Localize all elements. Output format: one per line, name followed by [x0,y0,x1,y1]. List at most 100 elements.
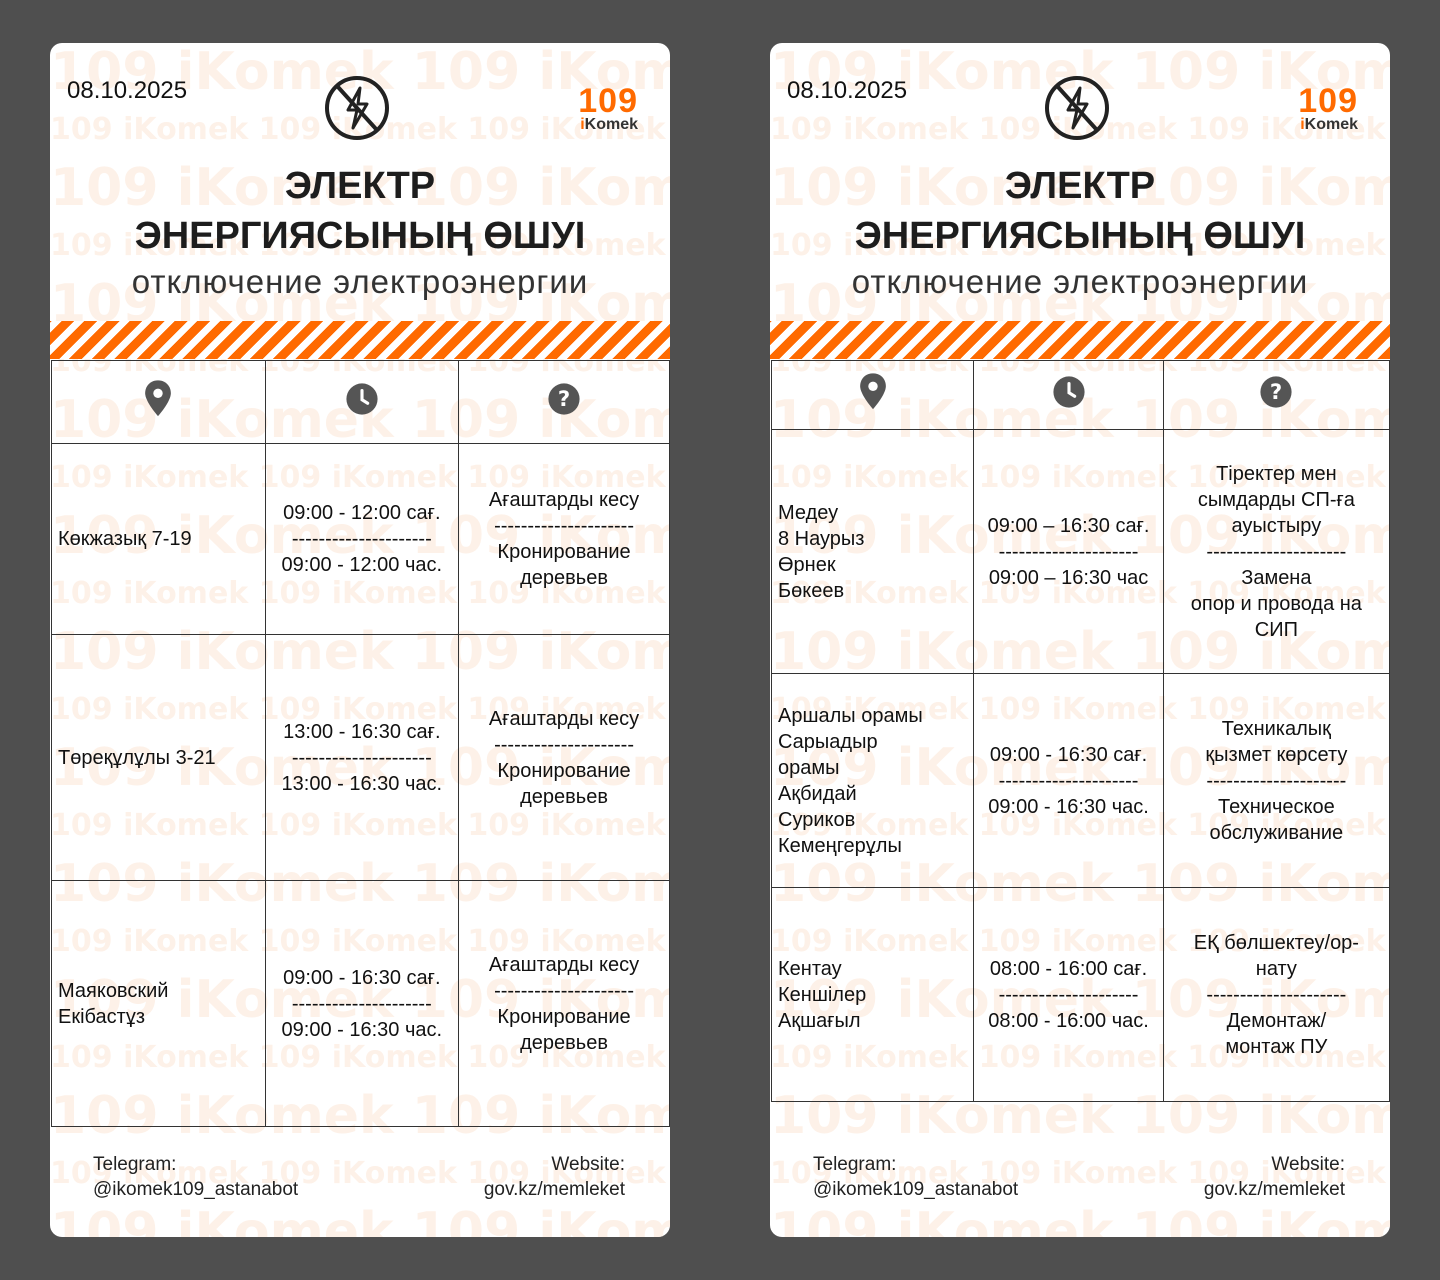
text-line: ЕҚ бөлшектеу/ор- [1193,931,1359,954]
date: 08.10.2025 [67,77,188,104]
time-kz: 09:00 - 12:00 сағ. [283,502,441,524]
title-line: ЭЛЕКТР [284,165,436,207]
watermark-line: 109 iKomek 109 iKomek 109 iKomek 109 iKo… [770,1202,1390,1237]
telegram-contact: Telegram: @ikomek109_astanabot [813,1152,1018,1202]
location-pin-icon [140,379,176,426]
table-row: Маяковский Екібастұз 09:00 - 16:30 сағ. ---… [51,880,670,1127]
logo-brand: iKomek [578,117,638,133]
separator: --------------------- [1206,540,1347,563]
subtitle: отключение электроэнергии [131,263,589,300]
table-row: Көкжазық 7-19 09:00 - 12:00 сағ. ---------… [51,443,670,635]
text-line: СИП [1254,618,1298,641]
text-line: Кентау [778,957,842,980]
reason-cell: Ағаштарды кесу --------------------- Крони… [458,880,670,1127]
header-cell: ? [458,360,670,444]
reason-cell: ЕҚ бөлшектеу/ор-нату --------------------… [1162,887,1390,1102]
table-row: Кентау Кеншілер Ақшағыл 08:00 - 16:00 сағ. -… [770,887,1390,1102]
hazard-stripe [50,321,670,359]
no-power-icon [324,75,390,141]
time-ru: 09:00 - 16:30 час. [988,795,1149,818]
separator: --------------------- [291,746,432,769]
website-link[interactable]: gov.kz/memleket [1203,1179,1345,1200]
time-kz: 13:00 - 16:30 сағ. [283,720,441,743]
outage-table: ? Медеу 8 Наурыз Өрнек Бөкеев 09:00 – 16:30 с… [770,360,1390,1102]
website-contact: Website: gov.kz/memleket [1204,1152,1345,1202]
text-line: Кемеңгерұлы [778,834,902,857]
text-line: Сарыадыр [778,730,878,753]
time-kz: 08:00 - 16:00 сағ. [989,957,1148,980]
reason-cell: Ағаштарды кесу --------------------- Крони… [458,634,670,881]
time-cell: 08:00 - 16:00 сағ. --------------------- 0… [973,887,1164,1102]
text-line: Кронирование [497,759,631,782]
subtitle: отключение электроэнергии [851,263,1309,300]
address-cell: Көкжазық 7-19 [51,443,266,635]
logo-number: 109 [578,82,638,120]
website-contact: Website: gov.kz/memleket [484,1152,625,1202]
question-icon: ? [547,382,581,423]
text-line: Техническое [1217,795,1335,818]
time-cell: 09:00 - 12:00 сағ. --------------------- 0… [264,443,460,635]
time-ru: 09:00 – 16:30 час [988,566,1149,589]
telegram-handle[interactable]: @ikomek109_astanabot [813,1179,1019,1200]
outage-table: ? Көкжазық 7-19 09:00 - 12:00 сағ. --------… [51,360,670,1127]
website-link[interactable]: gov.kz/memleket [483,1179,625,1200]
text-line: деревьев [520,1031,608,1054]
separator: --------------------- [494,515,634,537]
telegram-contact: Telegram: @ikomek109_astanabot [93,1152,298,1202]
text-line: Көкжазық 7-19 [58,528,192,550]
separator: --------------------- [494,979,634,1002]
logo-brand-i: i [1300,116,1305,133]
text-line: қызмет көрсету [1205,743,1348,766]
separator: --------------------- [998,769,1139,792]
text-line: Медеу [778,501,839,524]
ikomek-109-logo: 109 iKomek [1298,82,1358,133]
outage-notice-card: 109 iKomek 109 iKomek 109 iKomek 109 iKo… [770,43,1390,1237]
text-line: Бөкеев [778,579,845,602]
text-line: опор и провода на [1190,592,1362,615]
table-row: Медеу 8 Наурыз Өрнек Бөкеев 09:00 – 16:30 са… [770,429,1390,674]
address-cell: Маяковский Екібастұз [51,880,266,1127]
time-ru: 09:00 - 16:30 час. [281,1018,443,1041]
reason-cell: Тіректер мен сымдарды СП-ға ауыстыру ------… [1162,429,1390,674]
location-pin-icon [855,372,891,419]
separator: --------------------- [291,528,432,550]
text-line: сымдарды СП-ға [1197,488,1355,511]
title-line: ЭНЕРГИЯСЫНЫҢ ӨШУІ [854,215,1306,257]
no-power-icon [1044,75,1110,141]
ikomek-109-logo: 109 iKomek [578,82,638,133]
text-line: Екібастұз [58,1005,145,1028]
time-ru: 09:00 - 12:00 час. [281,554,443,576]
hazard-stripe [770,321,1390,359]
clock-icon [1052,375,1086,416]
separator: --------------------- [998,983,1139,1006]
outage-notice-card: 109 iKomek 109 iKomek 109 iKomek 109 iKo… [50,43,670,1237]
page-title: ЭЛЕКТР ЭНЕРГИЯСЫНЫҢ ӨШУІ [770,161,1390,261]
page-title: ЭЛЕКТР ЭНЕРГИЯСЫНЫҢ ӨШУІ [50,161,670,261]
telegram-handle[interactable]: @ikomek109_astanabot [93,1179,299,1200]
time-cell: 09:00 - 16:30 сағ. --------------------- 0… [973,673,1164,888]
svg-text:?: ? [1270,380,1282,405]
table-row: Төреқұлұлы 3-21 13:00 - 16:30 сағ. -------… [51,634,670,881]
text-line: Төреқұлұлы 3-21 [58,746,216,769]
text-line: Демонтаж/ [1226,1009,1327,1032]
table-header-row: ? [770,360,1390,430]
svg-text:?: ? [558,387,570,412]
telegram-label: Telegram: [813,1154,897,1175]
header-cell [264,360,460,444]
text-line: Тіректер мен [1216,462,1337,485]
text-line: Өрнек [778,553,836,576]
text-line: деревьев [520,785,608,808]
table-header-row: ? [51,360,670,444]
time-kz: 09:00 - 16:30 сағ. [989,743,1148,766]
logo-number: 109 [1298,82,1358,120]
text-line: ауыстыру [1231,514,1322,537]
text-line: Замена [1241,566,1312,589]
text-line: Ақбидай [778,782,857,805]
address-cell: Кентау Кеншілер Ақшағыл [770,887,975,1102]
separator: --------------------- [998,540,1139,563]
header-cell: ? [1162,360,1390,430]
text-line: обслуживание [1209,821,1344,844]
separator: --------------------- [1206,983,1347,1006]
logo-brand: iKomek [1298,117,1358,133]
text-line: Кронирование [497,1005,631,1028]
